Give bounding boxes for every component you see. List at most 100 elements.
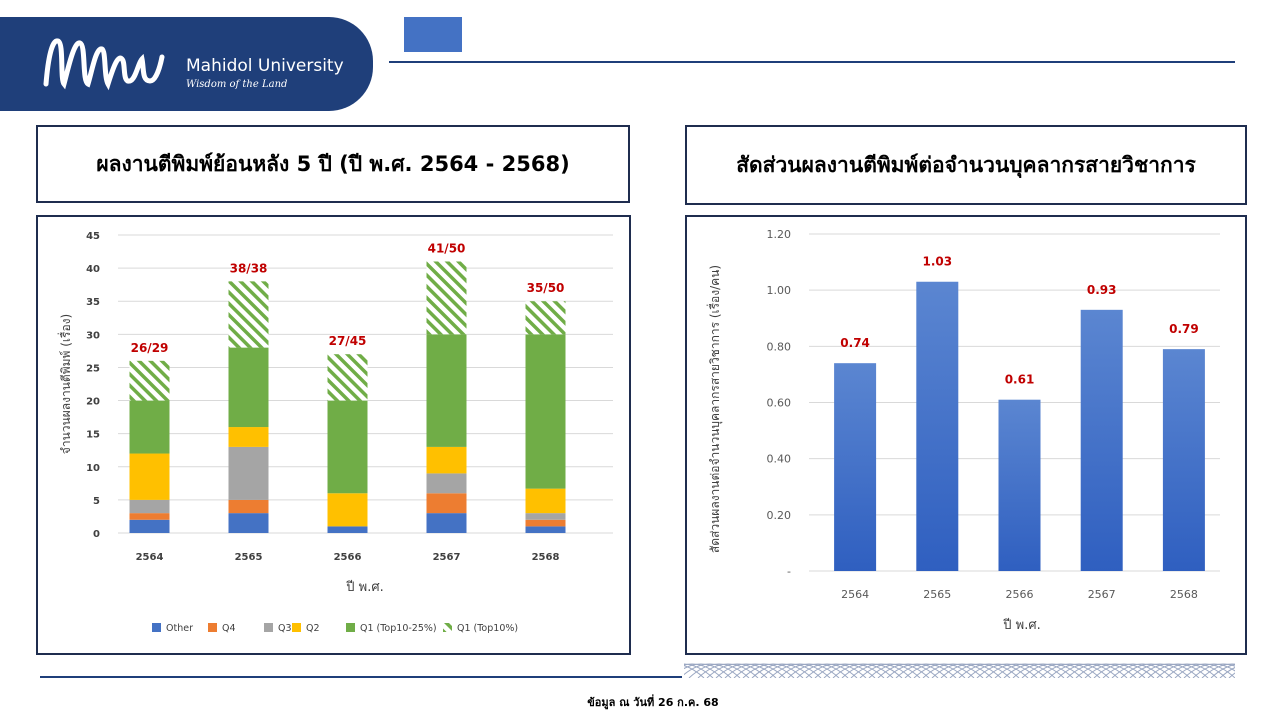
y-tick-label: 0.20 bbox=[767, 509, 792, 522]
footer-arc bbox=[1210, 664, 1235, 678]
data-label: 41/50 bbox=[428, 241, 466, 255]
footer-arc bbox=[1111, 663, 1173, 678]
footer-arc bbox=[841, 663, 903, 678]
footer-arc bbox=[1066, 663, 1128, 678]
footer-arc bbox=[832, 663, 894, 678]
bar-segment-q2 bbox=[327, 493, 368, 527]
footer-arc bbox=[688, 663, 750, 678]
legend-swatch bbox=[152, 623, 161, 632]
footer-arc bbox=[1129, 663, 1191, 678]
ratio-bar bbox=[1162, 349, 1205, 571]
footer-arc bbox=[1012, 663, 1074, 678]
x-tick-label: 2568 bbox=[532, 552, 560, 563]
footer-arc bbox=[787, 663, 849, 678]
logo-banner: Mahidol University Wisdom of the Land bbox=[0, 17, 373, 111]
y-axis-title: จำนวนผลงานตีพิมพ์ (เรื่อง) bbox=[57, 314, 73, 454]
publications-stacked-bar-chart: 0 5 10 15 20 25 30 35 40 45 26/29 2564 38/38 2565 27/4… bbox=[57, 231, 613, 634]
bar-segment-q1-top10- bbox=[426, 261, 467, 335]
legend-swatch bbox=[443, 623, 452, 632]
footer-arc bbox=[895, 663, 957, 678]
footer-arc bbox=[1183, 663, 1235, 678]
bar-segment-q3 bbox=[426, 473, 467, 494]
data-label: 27/45 bbox=[329, 334, 367, 348]
logo-name: Mahidol University bbox=[186, 56, 344, 76]
footer-arc bbox=[949, 663, 1011, 678]
footer-arc bbox=[913, 663, 975, 678]
footer-arc bbox=[958, 663, 1020, 678]
footer-arc bbox=[1156, 663, 1218, 678]
footer-arc bbox=[724, 663, 786, 678]
y-tick-label: 0.40 bbox=[767, 453, 792, 466]
footer-arc bbox=[814, 663, 876, 678]
footer-arc bbox=[1147, 663, 1209, 678]
footer-arc bbox=[805, 663, 867, 678]
data-label: 35/50 bbox=[527, 281, 565, 295]
legend-label: Other bbox=[166, 623, 193, 634]
footer-arc bbox=[994, 663, 1056, 678]
x-tick-label: 2567 bbox=[1088, 588, 1116, 601]
legend-swatch bbox=[292, 623, 301, 632]
footer-arc bbox=[1228, 672, 1235, 678]
footer-arc bbox=[886, 663, 948, 678]
bar-segment-q1-top10- bbox=[228, 281, 269, 348]
footer-arc bbox=[823, 663, 885, 678]
footer-arc bbox=[769, 663, 831, 678]
footer-arc bbox=[1219, 667, 1235, 678]
mahidol-logo-icon bbox=[43, 38, 165, 91]
footer-arc bbox=[684, 665, 705, 678]
bar-segment-q3 bbox=[228, 446, 269, 500]
footer-arc bbox=[1192, 663, 1235, 678]
y-tick-label: 20 bbox=[86, 397, 100, 408]
footer-arc bbox=[760, 663, 822, 678]
bar-segment-q2 bbox=[525, 488, 566, 514]
x-tick-label: 2566 bbox=[334, 552, 362, 563]
y-tick-label: - bbox=[787, 565, 791, 578]
data-label: 0.61 bbox=[1005, 373, 1035, 387]
x-tick-label: 2565 bbox=[235, 552, 263, 563]
y-tick-label: 0.60 bbox=[767, 397, 792, 410]
y-axis-title: สัดส่วนผลงานต่อจำนวนบุคลากรสายวิชาการ (เ… bbox=[706, 265, 723, 553]
footer-arc bbox=[859, 663, 921, 678]
footer-arc bbox=[985, 663, 1047, 678]
bar-segment-q2 bbox=[228, 427, 269, 447]
footer-arc bbox=[1084, 663, 1146, 678]
y-tick-label: 5 bbox=[93, 496, 100, 507]
footer-arc bbox=[1030, 663, 1092, 678]
footer-arc bbox=[742, 663, 804, 678]
footer-arc bbox=[967, 663, 1029, 678]
data-label: 0.74 bbox=[840, 336, 870, 350]
x-tick-label: 2567 bbox=[433, 552, 461, 563]
bar-segment-q4 bbox=[426, 493, 467, 514]
footer-arc bbox=[778, 663, 840, 678]
bar-segment-other bbox=[525, 526, 566, 533]
footer-arc bbox=[877, 663, 939, 678]
ratio-bar bbox=[834, 363, 877, 571]
bar-segment-other bbox=[426, 513, 467, 533]
bar-segment-q3 bbox=[129, 499, 170, 514]
footer-arc bbox=[922, 663, 984, 678]
logo-tagline: Wisdom of the Land bbox=[186, 79, 288, 90]
y-tick-label: 40 bbox=[86, 264, 100, 275]
data-label: 1.03 bbox=[922, 255, 952, 269]
y-tick-label: 30 bbox=[86, 330, 100, 341]
footer-arc bbox=[931, 663, 993, 678]
ratio-bar-chart: - 0.20 0.40 0.60 0.80 1.00 1.20 0.74 2564 1.03 256… bbox=[706, 228, 1220, 633]
x-tick-label: 2568 bbox=[1170, 588, 1198, 601]
footer-arc bbox=[1102, 663, 1164, 678]
bar-segment-other bbox=[129, 519, 170, 533]
footer-arc bbox=[1174, 663, 1235, 678]
footer-arc bbox=[1120, 663, 1182, 678]
ratio-chart-panel: - 0.20 0.40 0.60 0.80 1.00 1.20 0.74 2564 1.03 256… bbox=[685, 215, 1247, 655]
bar-segment-other bbox=[228, 513, 269, 533]
footer-arc bbox=[1057, 663, 1119, 678]
bar-segment-q3 bbox=[525, 513, 566, 520]
footer-arc bbox=[1048, 663, 1110, 678]
footer-arc bbox=[976, 663, 1038, 678]
bar-segment-q4 bbox=[525, 519, 566, 527]
y-tick-label: 45 bbox=[86, 231, 100, 242]
footer-arc bbox=[706, 663, 768, 678]
footer-arc bbox=[1039, 663, 1101, 678]
footer-arc bbox=[733, 663, 795, 678]
x-tick-label: 2566 bbox=[1006, 588, 1034, 601]
footer-arc bbox=[684, 663, 714, 678]
